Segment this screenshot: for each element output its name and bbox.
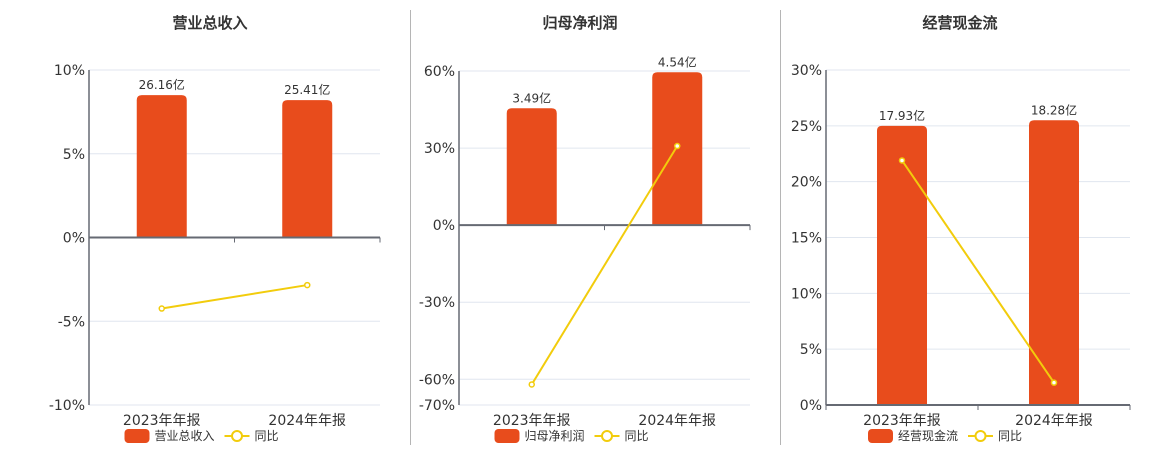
yoy-point[interactable] (158, 305, 165, 312)
legend-bar-label[interactable]: 营业总收入 (155, 429, 215, 443)
x-tick-label: 2024年年报 (1015, 413, 1093, 429)
panel-divider (780, 10, 781, 445)
bar-value-label: 3.49亿 (512, 90, 551, 105)
legend-line-marker-icon (231, 430, 243, 442)
bar-value-label: 18.28亿 (1031, 102, 1077, 117)
legend-line-marker-icon (974, 430, 987, 442)
chart-title: 经营现金流 (922, 14, 997, 32)
legend-bar-label[interactable]: 归母净利润 (525, 429, 585, 443)
y-tick-label: -70% (419, 398, 455, 414)
legend-bar-swatch (868, 429, 893, 443)
y-tick-label: 25% (791, 119, 822, 135)
y-tick-label: 0% (63, 231, 85, 247)
legend-bar-swatch (494, 429, 520, 443)
legend-line-marker-icon (601, 430, 613, 442)
y-tick-label: -10% (49, 398, 85, 414)
chart-revenue: 营业总收入 10% 5% 0% -5% -10% 26.16亿 2023年年报 25.41亿 20… (49, 14, 381, 443)
yoy-point[interactable] (1050, 379, 1058, 386)
chart-title: 归母净利润 (542, 14, 617, 32)
bar[interactable] (1029, 120, 1079, 405)
bar-value-label: 26.16亿 (139, 77, 185, 92)
x-tick-label: 2024年年报 (638, 413, 716, 429)
legend-yoy-label[interactable]: 同比 (625, 429, 649, 443)
chart-net-profit: 归母净利润 60% 30% 0% -30% -60% -70% 3.49亿 2023年年报 4.5… (419, 14, 751, 443)
panel-divider (410, 10, 411, 445)
legend-yoy-label[interactable]: 同比 (255, 429, 279, 443)
y-tick-label: 15% (791, 231, 822, 247)
y-tick-label: -5% (58, 314, 85, 330)
x-tick-label: 2023年年报 (863, 413, 941, 429)
legend-bar-swatch (124, 429, 150, 443)
chart-panel-cash-flow: 经营现金流 30% 25% 20% 15% 10% 5% 0% 17.93亿 2023年年报 18.… (780, 0, 1160, 450)
bar[interactable] (877, 125, 927, 405)
y-tick-label: 30% (424, 141, 455, 157)
x-tick-label: 2023年年报 (123, 413, 201, 429)
bar-value-label: 4.54亿 (658, 54, 697, 69)
y-tick-label: 5% (63, 147, 85, 163)
yoy-point[interactable] (528, 381, 535, 388)
yoy-line (901, 159, 1055, 384)
chart-title: 营业总收入 (172, 14, 247, 32)
y-tick-label: 0% (433, 218, 455, 234)
yoy-line (161, 284, 308, 310)
chart-panel-revenue: 营业总收入 10% 5% 0% -5% -10% 26.16亿 2023年年报 25.41亿 20… (0, 0, 400, 450)
y-tick-label: 60% (424, 64, 455, 80)
legend-yoy-label[interactable]: 同比 (998, 429, 1022, 443)
y-tick-label: 30% (791, 63, 822, 79)
y-tick-label: 5% (800, 342, 822, 358)
yoy-line (530, 145, 679, 385)
y-tick-label: 10% (54, 63, 85, 79)
legend-bar-label[interactable]: 经营现金流 (898, 428, 958, 443)
y-tick-label: 20% (791, 175, 822, 191)
yoy-point[interactable] (674, 142, 681, 150)
bar[interactable] (282, 100, 333, 238)
bar[interactable] (506, 108, 557, 226)
chart-cash-flow: 经营现金流 30% 25% 20% 15% 10% 5% 0% 17.93亿 2023年年报 18.… (791, 14, 1131, 443)
bar[interactable] (136, 95, 187, 238)
bar-value-label: 25.41亿 (284, 82, 330, 97)
yoy-point[interactable] (898, 157, 906, 164)
yoy-point[interactable] (304, 281, 311, 289)
y-tick-label: 10% (791, 286, 822, 302)
x-tick-label: 2024年年报 (268, 413, 346, 429)
bar-value-label: 17.93亿 (879, 108, 925, 123)
y-tick-label: 0% (800, 398, 822, 414)
y-tick-label: -30% (419, 295, 455, 311)
x-tick-label: 2023年年报 (493, 413, 571, 429)
chart-panel-net-profit: 归母净利润 60% 30% 0% -30% -60% -70% 3.49亿 2023年年报 4.5… (410, 0, 780, 450)
y-tick-label: -60% (419, 372, 455, 388)
